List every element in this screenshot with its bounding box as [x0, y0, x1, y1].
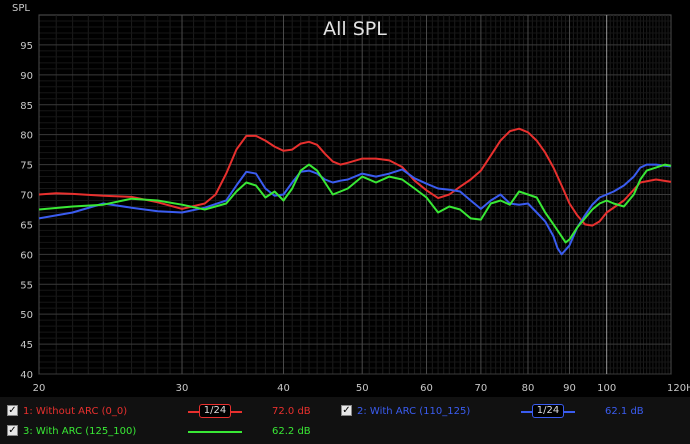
legend-item-series-1: ✓ 1: Without ARC (0_0) 1/24 72.0 dB	[0, 403, 340, 421]
series-2-level: 62.1 dB	[605, 406, 644, 417]
series-3-level: 62.2 dB	[272, 426, 311, 437]
series-line-3	[38, 163, 672, 244]
y-tick-label: 45	[20, 340, 33, 351]
x-tick-label: 100	[597, 383, 616, 394]
series-3-swatch-line	[188, 431, 242, 433]
x-tick-label: 70	[475, 383, 488, 394]
y-tick-label: 60	[20, 250, 33, 261]
y-tick-label: 70	[20, 191, 33, 202]
legend: ✓ 1: Without ARC (0_0) 1/24 72.0 dB ✓ 2:…	[0, 397, 690, 444]
y-tick-label: 85	[20, 101, 33, 112]
series-3-checkbox[interactable]: ✓	[7, 425, 18, 436]
series-2-label: 2: With ARC (110_125)	[357, 406, 471, 417]
x-tick-label: 40	[277, 383, 290, 394]
y-tick-label: 80	[20, 131, 33, 142]
y-tick-label: 40	[20, 370, 33, 381]
y-axis-label: SPL	[12, 3, 30, 14]
y-tick-label: 55	[20, 280, 33, 291]
legend-item-series-2: ✓ 2: With ARC (110_125) 1/24 62.1 dB	[340, 403, 690, 421]
spl-chart: 40 45 50 55 60 65 70 75 80 85 90 95 20 30 40 50 60 70 80 9…	[12, 3, 690, 394]
chart-title: All SPL	[323, 18, 387, 40]
series-1-checkbox[interactable]: ✓	[7, 405, 18, 416]
y-tick-label: 90	[20, 71, 33, 82]
y-tick-label: 65	[20, 220, 33, 231]
x-tick-label: 50	[356, 383, 369, 394]
x-tick-label: 80	[522, 383, 535, 394]
series-line-2	[38, 163, 672, 256]
series-1-level: 72.0 dB	[272, 406, 311, 417]
series-1-smoothing-button[interactable]: 1/24	[199, 404, 231, 418]
x-tick-label: 20	[33, 383, 46, 394]
series-line-1	[38, 127, 672, 227]
x-tick-label: 90	[563, 383, 576, 394]
y-tick-label: 95	[20, 41, 33, 52]
y-tick-label: 50	[20, 310, 33, 321]
y-tick-label: 75	[20, 161, 33, 172]
x-tick-label: 60	[420, 383, 433, 394]
x-tick-label: 120Hz	[667, 383, 690, 394]
legend-item-series-3: ✓ 3: With ARC (125_100) 62.2 dB	[0, 423, 340, 441]
series-2-smoothing-button[interactable]: 1/24	[532, 404, 564, 418]
x-tick-label: 30	[176, 383, 189, 394]
series-2-checkbox[interactable]: ✓	[341, 405, 352, 416]
series-3-label: 3: With ARC (125_100)	[23, 426, 137, 437]
series-1-label: 1: Without ARC (0_0)	[23, 406, 128, 417]
